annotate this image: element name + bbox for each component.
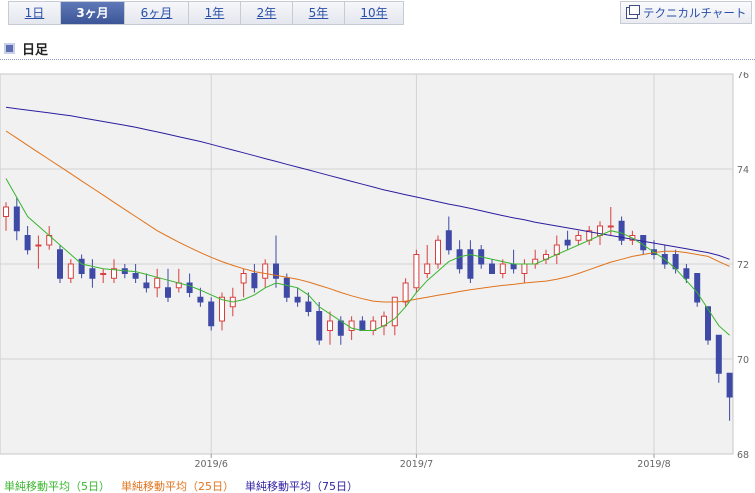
candle-body: [13, 206, 20, 232]
tab-10-years[interactable]: 10年: [360, 6, 388, 20]
technical-chart-label: テクニカルチャート: [643, 5, 747, 20]
legend-ma75: 単純移動平均（75日）: [245, 480, 358, 493]
candle-body: [564, 239, 571, 246]
candle-body: [456, 249, 463, 270]
tab-2-years[interactable]: 2年: [241, 2, 293, 24]
candlestick-chart: 68 70 72 74 76 2019/6 2019/7 2019/8: [0, 72, 749, 470]
candle-body: [262, 263, 269, 279]
candle-body: [499, 263, 506, 274]
candle-body: [89, 268, 96, 279]
candle-body: [305, 301, 312, 312]
candle-body: [359, 320, 366, 331]
candle-body: [294, 296, 301, 303]
candle-body: [24, 235, 31, 251]
candle-body: [57, 249, 63, 279]
ma5-line: [5, 178, 730, 336]
ma25-line: [5, 130, 730, 303]
candle-body: [726, 372, 733, 398]
candle-body: [283, 277, 290, 298]
candle-body: [273, 263, 279, 279]
candle-body: [3, 206, 9, 217]
candle-body: [640, 235, 647, 251]
candle-body: [251, 273, 258, 289]
period-range-tabs: 1日 3ヶ月 6ヶ月 1年 2年 5年 10年: [8, 1, 404, 25]
candle-body: [521, 263, 528, 274]
candle-body: [186, 282, 193, 293]
candle-body: [467, 249, 474, 279]
candle-body: [510, 263, 517, 270]
candle-body: [240, 273, 247, 284]
window-icon: [626, 4, 640, 19]
candle-body: [219, 296, 225, 322]
tab-1-day[interactable]: 1日: [9, 2, 61, 24]
candle-body: [575, 235, 582, 241]
candle-body: [316, 311, 323, 341]
candle-body: [370, 320, 377, 331]
candle-body: [35, 244, 42, 247]
candle-body: [618, 220, 625, 241]
tab-6-months[interactable]: 6ヶ月: [125, 2, 189, 24]
candle-body: [143, 282, 150, 289]
y-tick-label: 72: [737, 260, 749, 271]
y-tick-label: 70: [737, 355, 749, 366]
tab-5-years[interactable]: 5年: [293, 2, 345, 24]
candle-body: [78, 258, 85, 274]
candle-body: [489, 263, 495, 274]
technical-chart-button[interactable]: テクニカルチャート: [620, 1, 752, 24]
candle-body: [402, 282, 409, 303]
legend-ma5: 単純移動平均（5日）: [4, 480, 110, 493]
candle-body: [435, 239, 441, 265]
candle-body: [208, 301, 215, 327]
square-bullet-icon: [4, 43, 15, 54]
candle-body: [165, 287, 171, 298]
candle-body: [607, 225, 614, 228]
candle-body: [694, 273, 701, 303]
divider: [0, 59, 755, 60]
candle-body: [445, 230, 452, 251]
x-tick-label: 2019/8: [637, 459, 670, 470]
y-tick-label: 68: [737, 450, 749, 461]
y-tick-label: 74: [737, 165, 749, 176]
period-header: 日足: [4, 39, 48, 58]
candle-body: [705, 306, 711, 341]
candle-body: [197, 296, 204, 303]
candle-body: [715, 334, 722, 374]
candle-body: [327, 320, 333, 331]
candle-body: [111, 268, 117, 279]
legend-ma25: 単純移動平均（25日）: [121, 480, 234, 493]
candle-body: [337, 320, 344, 336]
candle-body: [100, 273, 107, 275]
ma75-line: [5, 106, 730, 260]
candle-body: [553, 244, 560, 255]
chart-legend: 単純移動平均（5日） 単純移動平均（25日） 単純移動平均（75日）: [4, 478, 369, 493]
tab-3-months[interactable]: 3ヶ月: [61, 2, 125, 24]
y-tick-label: 76: [737, 72, 749, 81]
candle-body: [424, 263, 431, 274]
candle-body: [413, 254, 420, 289]
candle-body: [348, 320, 355, 331]
period-label: 日足: [22, 43, 49, 58]
candle-body: [132, 273, 139, 279]
candle-body: [683, 268, 690, 279]
candle-body: [154, 277, 161, 289]
candle-body: [67, 263, 74, 279]
candle-body: [391, 296, 398, 327]
x-tick-label: 2019/6: [194, 459, 227, 470]
x-tick-label: 2019/7: [400, 459, 433, 470]
tab-1-year[interactable]: 1年: [189, 2, 241, 24]
